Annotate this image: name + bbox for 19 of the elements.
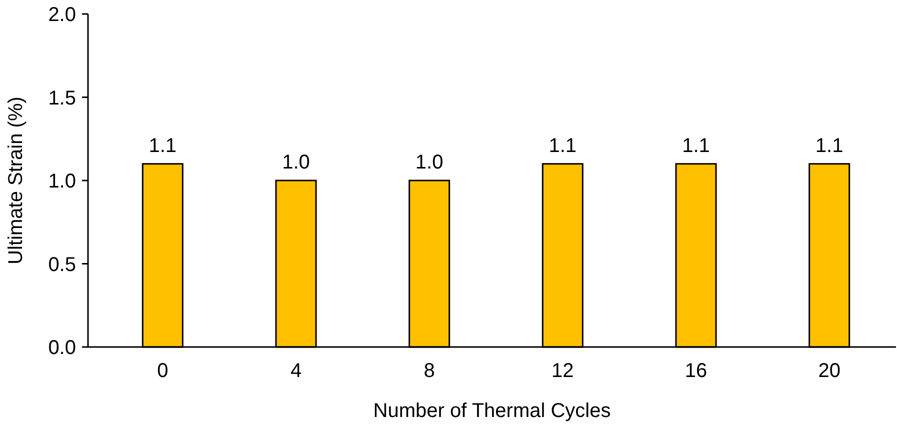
- x-tick-label: 20: [818, 360, 840, 382]
- x-tick-label: 12: [552, 360, 574, 382]
- y-axis-title: Ultimate Strain (%): [5, 96, 27, 264]
- y-tick-label: 1.0: [48, 170, 76, 192]
- data-label: 1.0: [282, 152, 310, 174]
- x-axis-title: Number of Thermal Cycles: [373, 400, 611, 422]
- y-tick-label: 2.0: [48, 4, 76, 26]
- y-tick-label: 0.5: [48, 254, 76, 276]
- y-tick-label: 1.5: [48, 87, 76, 110]
- y-tick-label: 0.0: [48, 337, 76, 359]
- x-tick-label: 8: [424, 360, 435, 382]
- data-label: 1.1: [148, 134, 177, 157]
- x-tick-label: 16: [684, 360, 708, 382]
- x-tick-label: 0: [157, 360, 168, 382]
- data-label: 1.0: [415, 152, 444, 174]
- data-label: 1.1: [682, 134, 710, 157]
- data-label: 1.1: [815, 134, 844, 157]
- x-tick-label: 4: [290, 360, 302, 382]
- data-label: 1.1: [548, 134, 577, 157]
